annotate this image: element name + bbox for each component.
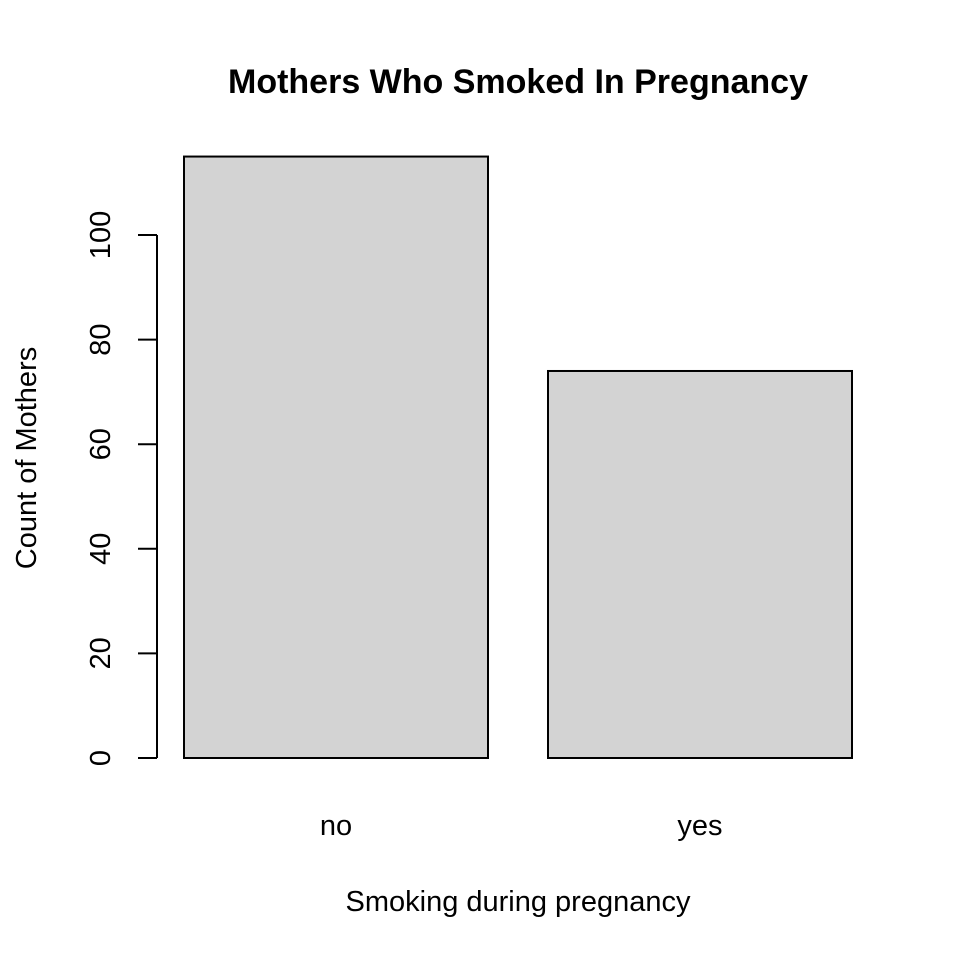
y-tick-label-80: 80 [85,323,117,355]
y-tick-label-60: 60 [85,428,117,460]
chart-title: Mothers Who Smoked In Pregnancy [228,63,808,101]
bar-no [183,155,489,760]
y-tick-label-0: 0 [85,750,117,766]
y-axis: 0 20 40 60 80 100 [85,211,158,766]
y-tick-label-20: 20 [85,637,117,669]
x-axis-label: Smoking during pregnancy [346,886,691,918]
x-tick-label-yes: yes [677,810,722,842]
x-axis-labels: no yes [320,810,723,842]
y-tick-label-100: 100 [85,211,117,259]
y-axis-label: Count of Mothers [11,347,43,569]
y-tick-label-40: 40 [85,533,117,565]
bars-group [183,155,853,760]
bar-yes [547,369,853,759]
x-tick-label-no: no [320,810,352,842]
